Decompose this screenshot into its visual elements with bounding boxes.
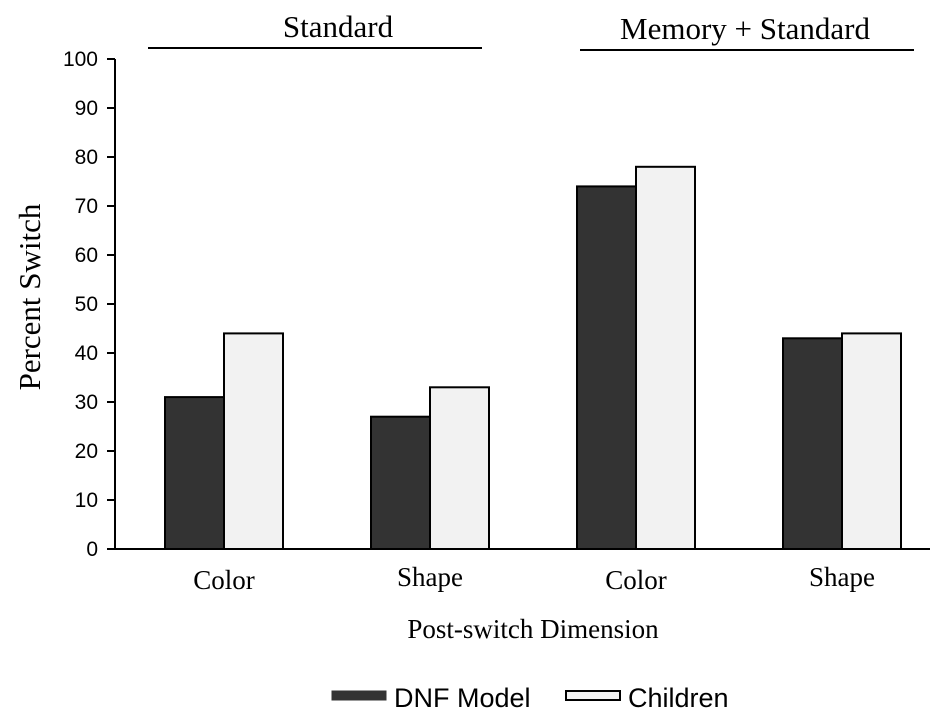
y-ticks: 0 10 20 30 40 50 60 70 80 90 100: [63, 48, 115, 561]
category-label-shape: Shape: [809, 562, 875, 592]
category-labels: Color Shape Color Shape: [193, 562, 875, 595]
y-tick-label: 100: [63, 48, 98, 71]
group-label-standard: Standard: [283, 9, 394, 44]
y-tick-label: 30: [75, 391, 98, 414]
bar-children-1: [429, 386, 490, 550]
category-label-shape: Shape: [397, 562, 463, 592]
legend-swatch-dnf-model: [331, 690, 387, 701]
bar-dnf-model-2: [576, 185, 637, 550]
group-label-memory-standard: Memory + Standard: [620, 11, 870, 46]
bar-dnf-model-0: [164, 396, 225, 550]
y-tick-label: 0: [86, 538, 98, 561]
y-tick-label: 60: [75, 244, 98, 267]
y-tick-label: 70: [75, 195, 98, 218]
x-axis-title: Post-switch Dimension: [407, 614, 659, 644]
category-label-color: Color: [193, 565, 255, 595]
y-axis-title: Percent Switch: [12, 203, 47, 390]
y-tick-label: 50: [75, 293, 98, 316]
bar-children-3: [841, 332, 902, 550]
legend-label-children: Children: [628, 683, 729, 713]
legend-label-dnf-model: DNF Model: [394, 683, 531, 713]
bar-children-0: [223, 332, 284, 550]
legend: DNF Model Children: [331, 683, 729, 713]
bar-dnf-model-1: [370, 415, 431, 551]
y-tick-label: 80: [75, 146, 98, 169]
bar-dnf-model-3: [782, 337, 843, 550]
y-tick-label: 20: [75, 440, 98, 463]
legend-swatch-children: [565, 690, 621, 701]
y-tick-label: 40: [75, 342, 98, 365]
category-label-color: Color: [605, 565, 667, 595]
y-tick-label: 90: [75, 97, 98, 120]
y-tick-label: 10: [75, 489, 98, 512]
bars: [164, 165, 902, 551]
bar-children-2: [635, 165, 696, 551]
